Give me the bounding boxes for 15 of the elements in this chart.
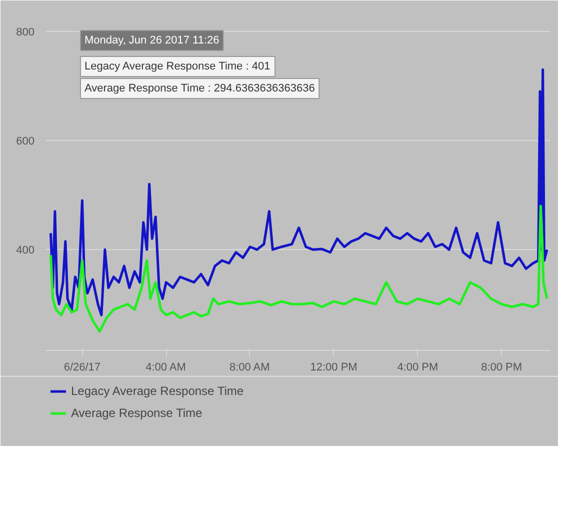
legend-label: Legacy Average Response Time <box>71 384 244 398</box>
x-tick-label: 4:00 AM <box>146 362 186 374</box>
x-tick-label: 8:00 AM <box>229 362 270 374</box>
y-tick-label: 400 <box>16 244 35 257</box>
x-tick-label: 6/26/17 <box>64 362 101 374</box>
legend-label: Average Response Time <box>71 406 202 420</box>
y-tick-label: 600 <box>16 136 35 148</box>
annotation: Legacy Average Response Time : 401 <box>84 60 270 72</box>
x-tick-label: 12:00 PM <box>310 362 358 374</box>
x-tick-label: 4:00 PM <box>397 362 438 374</box>
y-tick-label: 800 <box>16 26 35 38</box>
line-series <box>49 204 548 333</box>
annotation: Average Response Time : 294.6363636363636 <box>84 82 315 94</box>
x-tick-label: 8:00 PM <box>481 362 522 374</box>
annotation: Monday, Jun 26 2017 11:26 <box>84 34 220 46</box>
